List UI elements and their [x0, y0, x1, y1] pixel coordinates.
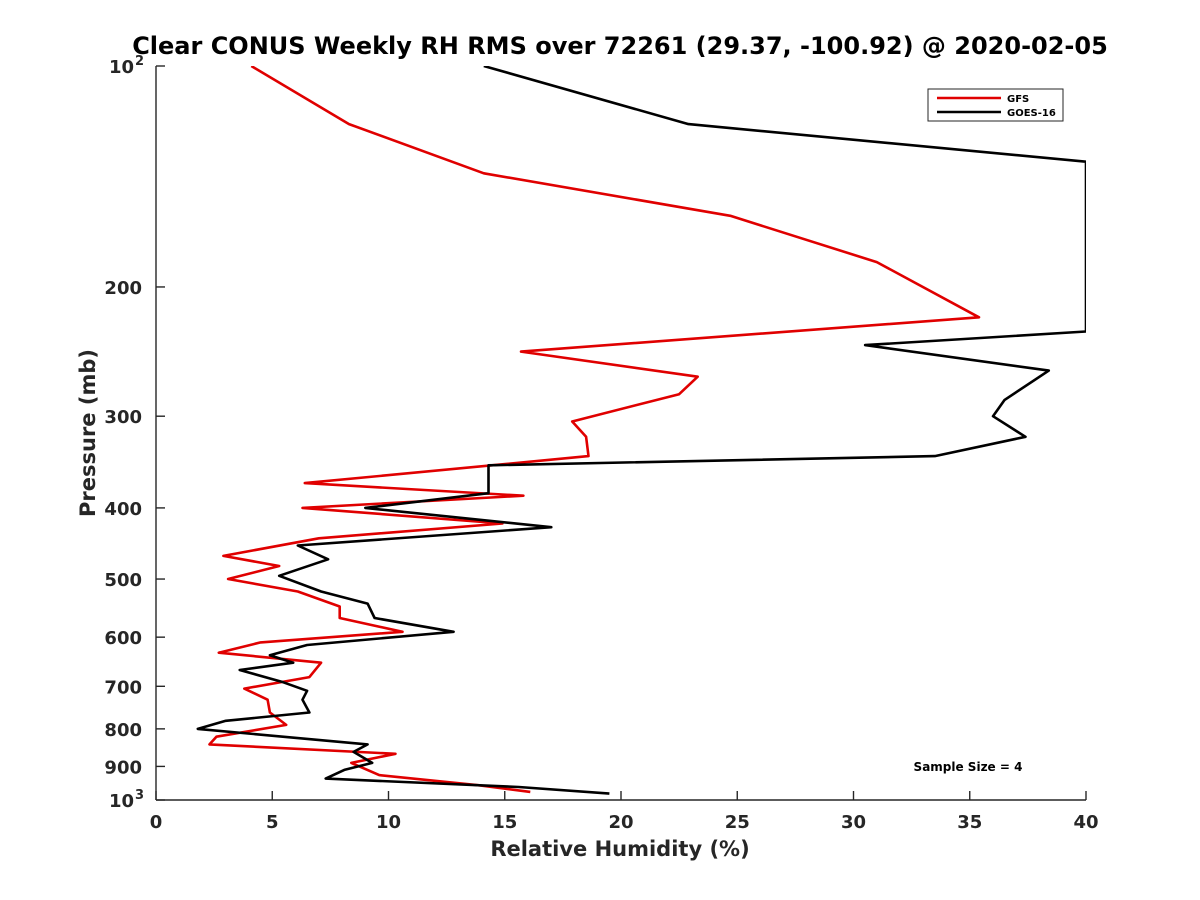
x-tick-label: 25	[725, 812, 750, 833]
y-axis-label: Pressure (mb)	[76, 349, 100, 517]
y-tick-label: 700	[104, 677, 142, 698]
chart-title: Clear CONUS Weekly RH RMS over 72261 (29…	[132, 32, 1108, 60]
x-tick-label: 0	[150, 812, 163, 833]
x-tick-label: 20	[608, 812, 633, 833]
x-tick-label: 40	[1073, 812, 1098, 833]
y-tick-label: 500	[104, 570, 142, 591]
y-tick-label: 800	[104, 720, 142, 741]
plot-lines	[196, 66, 1086, 795]
y-tick-label: 900	[104, 757, 142, 778]
series-line-goes-16	[196, 66, 1086, 795]
legend-label-gfs: GFS	[1007, 94, 1029, 105]
y-tick-label-exponent: 3	[135, 788, 144, 803]
y-tick-label: 400	[104, 499, 142, 520]
x-tick-label: 30	[841, 812, 866, 833]
y-tick-label: 10	[109, 791, 134, 812]
legend-label-goes-16: GOES-16	[1007, 108, 1056, 119]
x-ticks: 0 5 10 15 20 25 30 35 40	[150, 791, 1099, 833]
y-tick-label: 200	[104, 278, 142, 299]
sample-size-annotation: Sample Size = 4	[914, 760, 1023, 774]
legend: GFS GOES-16	[927, 88, 1064, 122]
y-tick-label: 10	[109, 57, 134, 78]
x-tick-label: 10	[376, 812, 401, 833]
x-tick-label: 35	[957, 812, 982, 833]
x-axis-label: Relative Humidity (%)	[490, 837, 749, 861]
x-tick-label: 5	[266, 812, 279, 833]
x-tick-label: 15	[492, 812, 517, 833]
y-tick-label: 300	[104, 407, 142, 428]
y-tick-label-exponent: 2	[135, 54, 144, 69]
y-tick-label: 600	[104, 628, 142, 649]
legend-box	[927, 88, 1064, 122]
